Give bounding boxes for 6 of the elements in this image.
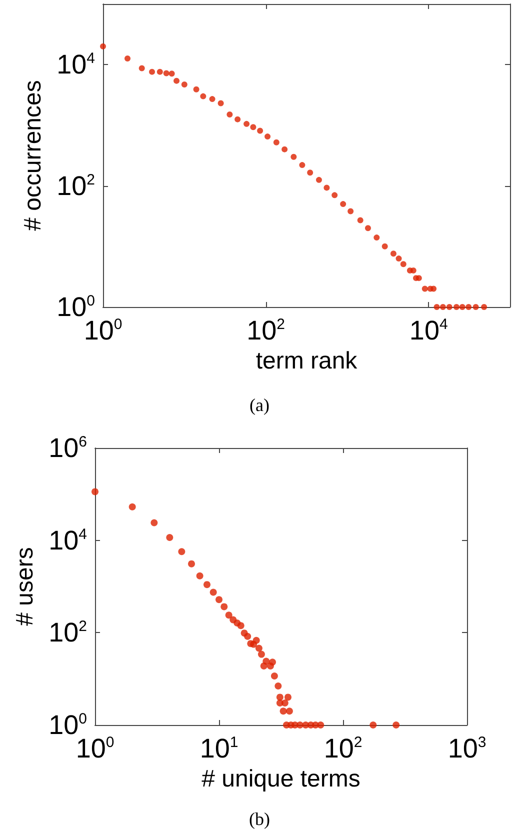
text: (a) [250,395,270,415]
text: (b) [249,809,270,829]
y-axis-title: # users [12,547,38,626]
y-axis-title: # occurrences [20,80,46,231]
x-axis-title: term rank [256,348,358,374]
x-axis-title: # unique terms [202,766,360,792]
